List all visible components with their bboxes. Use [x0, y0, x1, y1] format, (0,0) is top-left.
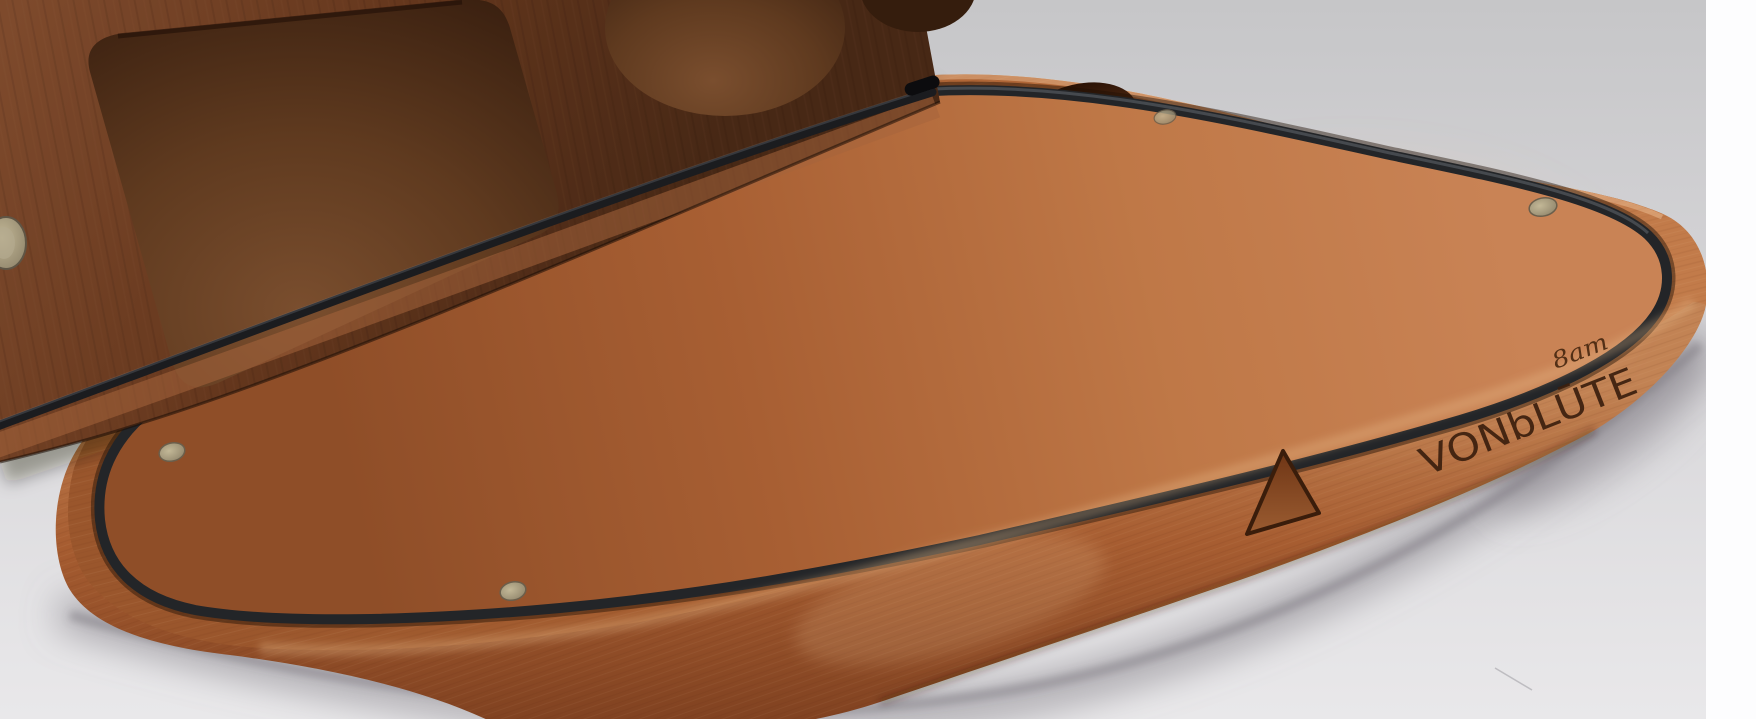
- tray-gasket-ring: [99, 88, 1667, 619]
- backdrop-scratch: [1494, 667, 1533, 691]
- lid-recess-rect-shadow-edge: [117, 0, 463, 39]
- magnet: [1153, 109, 1177, 125]
- magnet: [1528, 196, 1558, 218]
- lid-recess-round-small: [862, 0, 974, 32]
- front-bottom-shading: [878, 426, 1597, 706]
- lid-gasket-sheen: [0, 86, 933, 423]
- photo-edge-strip: [1706, 0, 1756, 719]
- lid-magnet: [0, 216, 27, 270]
- lid-recess-round-large: [605, 0, 845, 116]
- lid-gasket: [0, 87, 937, 430]
- case-tray: VONbLŪTE 8am: [0, 74, 1708, 719]
- rim-light-patch: [794, 534, 1106, 666]
- magnet: [499, 580, 527, 602]
- lid-edge-line: [0, 100, 941, 464]
- case-shadow: [54, 327, 1717, 719]
- hinge-slot: [904, 75, 940, 96]
- lid-rim-band: [0, 94, 941, 458]
- front-arris-highlight: [259, 297, 1697, 657]
- gasket-sheen: [884, 86, 1650, 235]
- tray-magnets: [158, 109, 1558, 602]
- magnet: [158, 441, 186, 463]
- triangle-engraving-icon: [1245, 449, 1321, 536]
- lid-recess-rect: [88, 0, 559, 388]
- case-lid: [0, 0, 974, 464]
